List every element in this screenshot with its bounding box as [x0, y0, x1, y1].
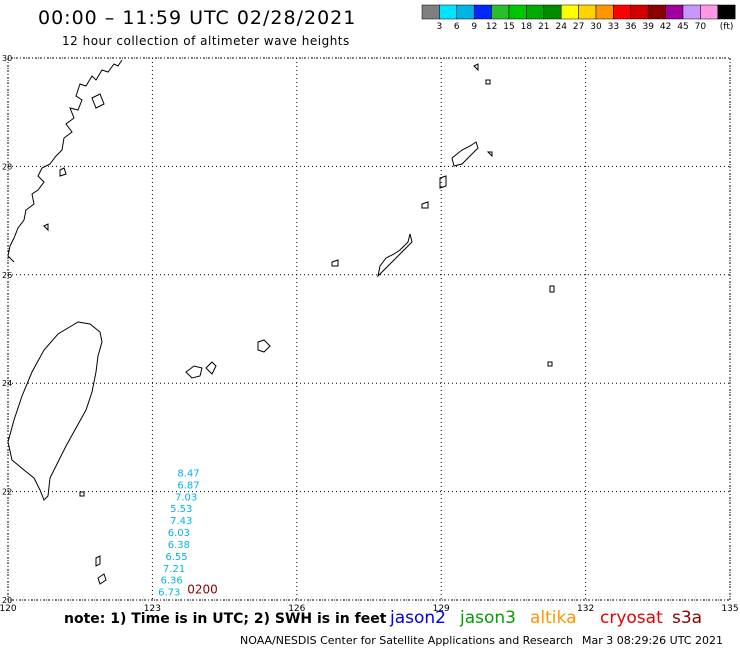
legend-tick-label: 36 [625, 22, 637, 32]
legend-swatch [647, 4, 666, 20]
axis-labels: 120 123 126 129 132 135 30 28 26 24 22 20 [0, 54, 739, 614]
lon-tick-label: 123 [144, 604, 161, 614]
legend-swatch [613, 4, 632, 20]
lon-tick-label: 132 [577, 604, 594, 614]
lon-tick-label: 129 [433, 604, 450, 614]
legend-swatch [508, 4, 527, 20]
swh-value-label: 7.21 [163, 564, 185, 575]
swh-value-label: 7.43 [170, 516, 192, 527]
altimeter-track: 8.476.877.035.537.436.036.386.557.216.36… [158, 468, 218, 598]
color-legend [421, 4, 736, 20]
track-time-label: 0200 [187, 583, 218, 597]
legend-swatch [421, 4, 440, 20]
china-coastline [7, 59, 123, 263]
legend-tick-label: 21 [538, 22, 549, 32]
legend-swatch [700, 4, 719, 20]
legend-tick-label: 9 [471, 22, 477, 32]
lon-tick-label: 120 [0, 604, 17, 614]
okinawa-island [377, 233, 413, 278]
swh-value-label: 6.73 [158, 588, 180, 599]
lat-tick-label: 28 [2, 162, 12, 171]
satellite-altika: altika [530, 608, 577, 628]
swh-value-label: 6.87 [177, 480, 199, 491]
lon-tick-label: 135 [721, 604, 738, 614]
footer-note: note: 1) Time is in UTC; 2) SWH is in fe… [64, 611, 387, 627]
amami-island [451, 141, 479, 167]
legend-tick-label: 45 [677, 22, 688, 32]
legend-swatch [682, 4, 701, 20]
legend-unit: (ft) [720, 22, 734, 32]
satellite-s3a: s3a [672, 608, 703, 628]
legend-swatch [456, 4, 475, 20]
lat-lon-grid [7, 57, 731, 601]
legend-swatch [595, 4, 614, 20]
legend-swatch [578, 4, 597, 20]
lon-tick-label: 126 [288, 604, 305, 614]
tokara-islands [473, 63, 493, 158]
legend-swatch [439, 4, 458, 20]
legend-swatch [473, 4, 492, 20]
color-legend-labels: 3 6 9 12 15 18 21 24 27 30 33 36 39 42 45 70 (ft) [437, 22, 734, 32]
lat-tick-label: 22 [2, 488, 12, 497]
legend-tick-label: 3 [437, 22, 443, 32]
coastlines [7, 59, 555, 585]
kerama-islands [331, 259, 339, 267]
miyako-island [257, 339, 271, 353]
china-coast-islands [43, 93, 105, 232]
credit-date: Mar 3 08:29:26 UTC 2021 [582, 634, 723, 647]
swh-value-label: 6.55 [165, 552, 187, 563]
page-subtitle: 12 hour collection of altimeter wave hei… [62, 34, 350, 48]
swh-value-label: 8.47 [177, 468, 199, 479]
lat-tick-label: 24 [2, 379, 12, 388]
swh-value-label: 6.36 [161, 576, 183, 587]
satellite-jason2: jason2 [390, 608, 446, 628]
batanes-island [95, 555, 107, 585]
swh-value-label: 7.03 [175, 492, 197, 503]
legend-swatch [543, 4, 562, 20]
legend-swatch [630, 4, 649, 20]
swh-value-label: 5.53 [170, 504, 192, 515]
daito-island [547, 285, 555, 367]
legend-swatch [560, 4, 579, 20]
legend-tick-label: 70 [695, 22, 707, 32]
legend-swatch [526, 4, 545, 20]
satellite-jason3: jason3 [460, 608, 516, 628]
okinoerabu-island [421, 201, 429, 209]
legend-tick-label: 39 [642, 22, 654, 32]
legend-swatch [717, 4, 736, 20]
legend-tick-label: 24 [555, 22, 567, 32]
legend-tick-label: 15 [503, 22, 514, 32]
tokunoshima-island [439, 175, 447, 189]
satellite-cryosat: cryosat [600, 608, 663, 628]
iriomote-island [185, 365, 203, 379]
legend-swatch [491, 4, 510, 20]
ishigaki-island [205, 361, 217, 375]
taiwan-coastline [7, 321, 103, 501]
lat-tick-label: 30 [2, 54, 12, 63]
lat-tick-label: 26 [2, 271, 12, 280]
legend-tick-label: 12 [486, 22, 497, 32]
legend-tick-label: 42 [660, 22, 671, 32]
map-frame [7, 57, 731, 601]
lanyu-island [79, 491, 85, 497]
legend-tick-label: 30 [590, 22, 602, 32]
lat-tick-label: 20 [2, 596, 12, 605]
legend-tick-label: 33 [608, 22, 619, 32]
legend-tick-label: 27 [573, 22, 584, 32]
swh-value-label: 6.03 [168, 528, 190, 539]
credit-text: NOAA/NESDIS Center for Satellite Applica… [240, 634, 574, 647]
legend-tick-label: 18 [521, 22, 533, 32]
legend-tick-label: 6 [454, 22, 460, 32]
page-title: 00:00 – 11:59 UTC 02/28/2021 [38, 7, 357, 29]
legend-swatch [665, 4, 684, 20]
swh-value-label: 6.38 [168, 540, 190, 551]
